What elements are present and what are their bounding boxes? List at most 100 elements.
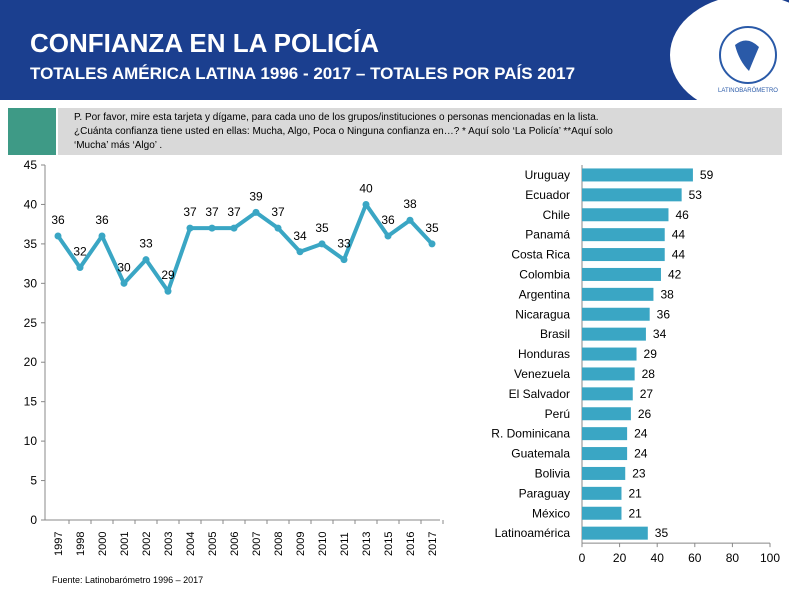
x-tick-label: 60 (688, 551, 702, 565)
value-label: 29 (161, 268, 175, 282)
point (428, 240, 436, 248)
x-tick-label: 20 (613, 551, 627, 565)
x-tick-label: 2005 (207, 532, 219, 556)
bar (582, 506, 622, 520)
value-label: 30 (117, 260, 131, 274)
point (274, 224, 282, 232)
title: CONFIANZA EN LA POLICÍA (30, 28, 379, 58)
x-tick-label: 2000 (97, 532, 109, 556)
bar (582, 267, 661, 281)
point (296, 248, 304, 256)
x-tick-label: 2017 (427, 532, 439, 556)
x-tick-label: 2013 (361, 532, 373, 556)
value-label: 53 (689, 188, 703, 202)
point (120, 279, 128, 287)
value-label: 29 (644, 347, 658, 361)
x-tick-label: 100 (760, 551, 780, 565)
bar (582, 307, 650, 321)
value-label: 33 (139, 237, 153, 251)
bar (582, 228, 665, 242)
point (142, 256, 150, 264)
value-label: 26 (638, 407, 652, 421)
header-band (0, 0, 789, 100)
point (384, 232, 392, 240)
y-tick-label: 30 (24, 276, 38, 290)
y-tick-label: 25 (24, 316, 38, 330)
y-tick-label: Chile (543, 208, 571, 222)
y-tick-label: Latinoamérica (495, 526, 571, 540)
point (164, 287, 172, 295)
value-label: 37 (271, 205, 285, 219)
x-tick-label: 2009 (295, 532, 307, 556)
y-tick-label: 40 (24, 197, 38, 211)
point (54, 232, 62, 240)
y-tick-label: Perú (545, 407, 570, 421)
bar (582, 367, 635, 381)
y-tick-label: Bolivia (535, 466, 571, 480)
value-label: 40 (359, 181, 373, 195)
bar (582, 447, 628, 461)
point (208, 224, 216, 232)
value-label: 42 (668, 267, 682, 281)
value-label: 36 (381, 213, 395, 227)
y-tick-label: Nicaragua (515, 307, 570, 321)
y-tick-label: 20 (24, 355, 38, 369)
value-label: 21 (628, 506, 642, 520)
value-label: 38 (403, 197, 417, 211)
value-label: 21 (628, 486, 642, 500)
value-label: 59 (700, 168, 714, 182)
line (56, 202, 434, 294)
value-label: 36 (51, 213, 65, 227)
bar (582, 188, 682, 202)
value-label: 35 (425, 221, 439, 235)
point (186, 224, 194, 232)
x-tick-label: 40 (651, 551, 665, 565)
x-tick-label: 1998 (75, 532, 87, 556)
x-tick-label: 2015 (383, 532, 395, 556)
x-tick-label: 0 (579, 551, 586, 565)
bar (582, 208, 669, 222)
x-tick-label: 2007 (251, 532, 263, 556)
y-tick-label: Honduras (518, 347, 570, 361)
x-tick-label: 2008 (273, 532, 285, 556)
value-label: 23 (632, 466, 646, 480)
y-tick-label: Brasil (540, 327, 570, 341)
source: Fuente: Latinobarómetro 1996 – 2017 (52, 575, 203, 585)
x-tick-label: 2016 (405, 532, 417, 556)
value-label: 33 (337, 237, 351, 251)
question-box (58, 108, 782, 155)
value-label: 37 (183, 205, 197, 219)
value-label: 38 (660, 287, 674, 301)
y-tick-label: 45 (24, 158, 38, 172)
bar (582, 248, 665, 262)
point (76, 264, 84, 272)
y-tick-label: Colombia (519, 267, 570, 281)
x-tick-label: 1997 (53, 532, 65, 556)
y-tick-label: Panamá (525, 228, 570, 242)
value-label: 27 (640, 387, 654, 401)
value-label: 28 (642, 367, 656, 381)
x-tick-label: 2003 (163, 532, 175, 556)
logo-text: LATINOBARÓMETRO (718, 87, 778, 94)
value-label: 24 (634, 447, 648, 461)
bar (582, 526, 648, 540)
y-tick-label: El Salvador (509, 387, 570, 401)
bar (582, 427, 628, 441)
question-line: ¿Cuánta confianza tiene usted en ellas: … (74, 126, 613, 137)
y-tick-label: 5 (30, 474, 37, 488)
value-label: 44 (672, 248, 686, 262)
logo-ring (719, 26, 777, 84)
point (252, 208, 260, 216)
logo-map (735, 40, 759, 71)
y-tick-label: Venezuela (514, 367, 570, 381)
value-label: 35 (315, 221, 329, 235)
bar (582, 327, 646, 341)
value-label: 32 (73, 245, 87, 259)
x-tick-label: 2001 (119, 532, 131, 556)
question-line: P. Por favor, mire esta tarjeta y dígame… (74, 112, 599, 123)
point (98, 232, 106, 240)
point (340, 256, 348, 264)
question-line: ‘Mucha’ más ‘Algo’ . (74, 140, 162, 151)
